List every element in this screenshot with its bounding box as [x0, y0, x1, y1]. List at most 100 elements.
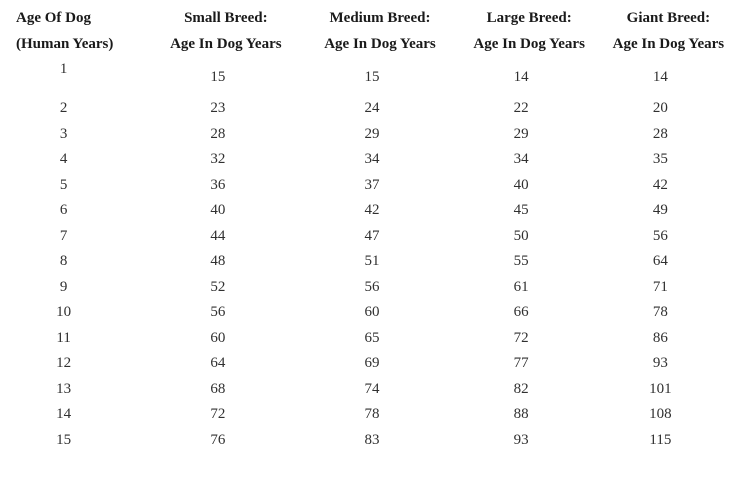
cell-large: 14: [460, 70, 599, 85]
cell-medium: 15: [300, 70, 459, 85]
cell-medium: 69: [300, 356, 459, 371]
header-large-breed: Large Breed: Age In Dog Years: [460, 10, 599, 54]
cell-giant: 28: [599, 127, 738, 142]
cell-medium: 42: [300, 203, 459, 218]
cell-human-years: 1: [12, 60, 151, 77]
cell-large: 55: [460, 254, 599, 269]
cell-medium: 78: [300, 407, 459, 422]
cell-giant: 101: [599, 382, 738, 397]
cell-human-years: 6: [12, 203, 151, 218]
cell-human-years: 7: [12, 229, 151, 244]
header-label: Small Breed:: [151, 10, 300, 27]
cell-large: 88: [460, 407, 599, 422]
table-row: 7 44 47 50 56: [12, 223, 738, 249]
header-label: Giant Breed:: [599, 10, 738, 27]
cell-human-years: 8: [12, 254, 151, 269]
cell-small: 32: [151, 152, 300, 167]
header-medium-breed: Medium Breed: Age In Dog Years: [300, 10, 459, 54]
cell-giant: 49: [599, 203, 738, 218]
cell-human-years: 4: [12, 152, 151, 167]
cell-large: 82: [460, 382, 599, 397]
cell-small: 52: [151, 280, 300, 295]
header-label: Medium Breed:: [300, 10, 459, 27]
header-small-breed: Small Breed: Age In Dog Years: [151, 10, 300, 54]
cell-small: 15: [151, 70, 300, 85]
table-row: 6 40 42 45 49: [12, 198, 738, 224]
cell-small: 44: [151, 229, 300, 244]
cell-large: 29: [460, 127, 599, 142]
header-sublabel: Age In Dog Years: [460, 35, 599, 54]
cell-small: 72: [151, 407, 300, 422]
cell-human-years: 15: [12, 433, 151, 448]
header-giant-breed: Giant Breed: Age In Dog Years: [599, 10, 738, 54]
cell-medium: 83: [300, 433, 459, 448]
cell-large: 72: [460, 331, 599, 346]
header-sublabel: Age In Dog Years: [300, 35, 459, 54]
cell-human-years: 13: [12, 382, 151, 397]
cell-large: 40: [460, 178, 599, 193]
table-row: 11 60 65 72 86: [12, 325, 738, 351]
header-label: Age Of Dog: [16, 10, 151, 27]
table-row: 3 28 29 29 28: [12, 121, 738, 147]
cell-giant: 108: [599, 407, 738, 422]
table-body: 1 15 15 14 14 2 23 24 22 20 3 28 29 29 2…: [12, 60, 738, 453]
cell-small: 40: [151, 203, 300, 218]
cell-giant: 64: [599, 254, 738, 269]
cell-large: 93: [460, 433, 599, 448]
cell-giant: 115: [599, 433, 738, 448]
cell-giant: 93: [599, 356, 738, 371]
cell-giant: 78: [599, 305, 738, 320]
table-row: 10 56 60 66 78: [12, 300, 738, 326]
header-label: Large Breed:: [460, 10, 599, 27]
dog-age-table: Age Of Dog (Human Years) Small Breed: Ag…: [0, 0, 750, 463]
table-row: 15 76 83 93 115: [12, 427, 738, 453]
cell-medium: 47: [300, 229, 459, 244]
cell-giant: 56: [599, 229, 738, 244]
header-sublabel: (Human Years): [16, 35, 151, 54]
cell-large: 34: [460, 152, 599, 167]
header-sublabel: Age In Dog Years: [151, 35, 300, 54]
cell-large: 50: [460, 229, 599, 244]
cell-giant: 71: [599, 280, 738, 295]
table-row: 13 68 74 82 101: [12, 376, 738, 402]
table-row: 9 52 56 61 71: [12, 274, 738, 300]
cell-medium: 37: [300, 178, 459, 193]
cell-small: 28: [151, 127, 300, 142]
table-row: 1 15 15 14 14: [12, 60, 738, 96]
cell-human-years: 11: [12, 331, 151, 346]
cell-large: 77: [460, 356, 599, 371]
cell-human-years: 14: [12, 407, 151, 422]
cell-medium: 56: [300, 280, 459, 295]
cell-giant: 20: [599, 101, 738, 116]
cell-small: 36: [151, 178, 300, 193]
cell-medium: 34: [300, 152, 459, 167]
cell-medium: 29: [300, 127, 459, 142]
cell-large: 45: [460, 203, 599, 218]
cell-medium: 60: [300, 305, 459, 320]
table-row: 4 32 34 34 35: [12, 147, 738, 173]
table-header-row: Age Of Dog (Human Years) Small Breed: Ag…: [12, 10, 738, 54]
cell-large: 61: [460, 280, 599, 295]
cell-giant: 42: [599, 178, 738, 193]
cell-small: 48: [151, 254, 300, 269]
cell-small: 23: [151, 101, 300, 116]
cell-medium: 51: [300, 254, 459, 269]
header-sublabel: Age In Dog Years: [599, 35, 738, 54]
cell-small: 60: [151, 331, 300, 346]
cell-small: 68: [151, 382, 300, 397]
table-row: 12 64 69 77 93: [12, 351, 738, 377]
cell-human-years: 5: [12, 178, 151, 193]
header-human-years: Age Of Dog (Human Years): [12, 10, 151, 54]
cell-small: 76: [151, 433, 300, 448]
cell-human-years: 2: [12, 101, 151, 116]
table-row: 14 72 78 88 108: [12, 402, 738, 428]
cell-human-years: 12: [12, 356, 151, 371]
cell-giant: 35: [599, 152, 738, 167]
cell-small: 64: [151, 356, 300, 371]
cell-small: 56: [151, 305, 300, 320]
cell-medium: 65: [300, 331, 459, 346]
table-row: 2 23 24 22 20: [12, 96, 738, 122]
cell-human-years: 10: [12, 305, 151, 320]
cell-large: 66: [460, 305, 599, 320]
cell-medium: 74: [300, 382, 459, 397]
